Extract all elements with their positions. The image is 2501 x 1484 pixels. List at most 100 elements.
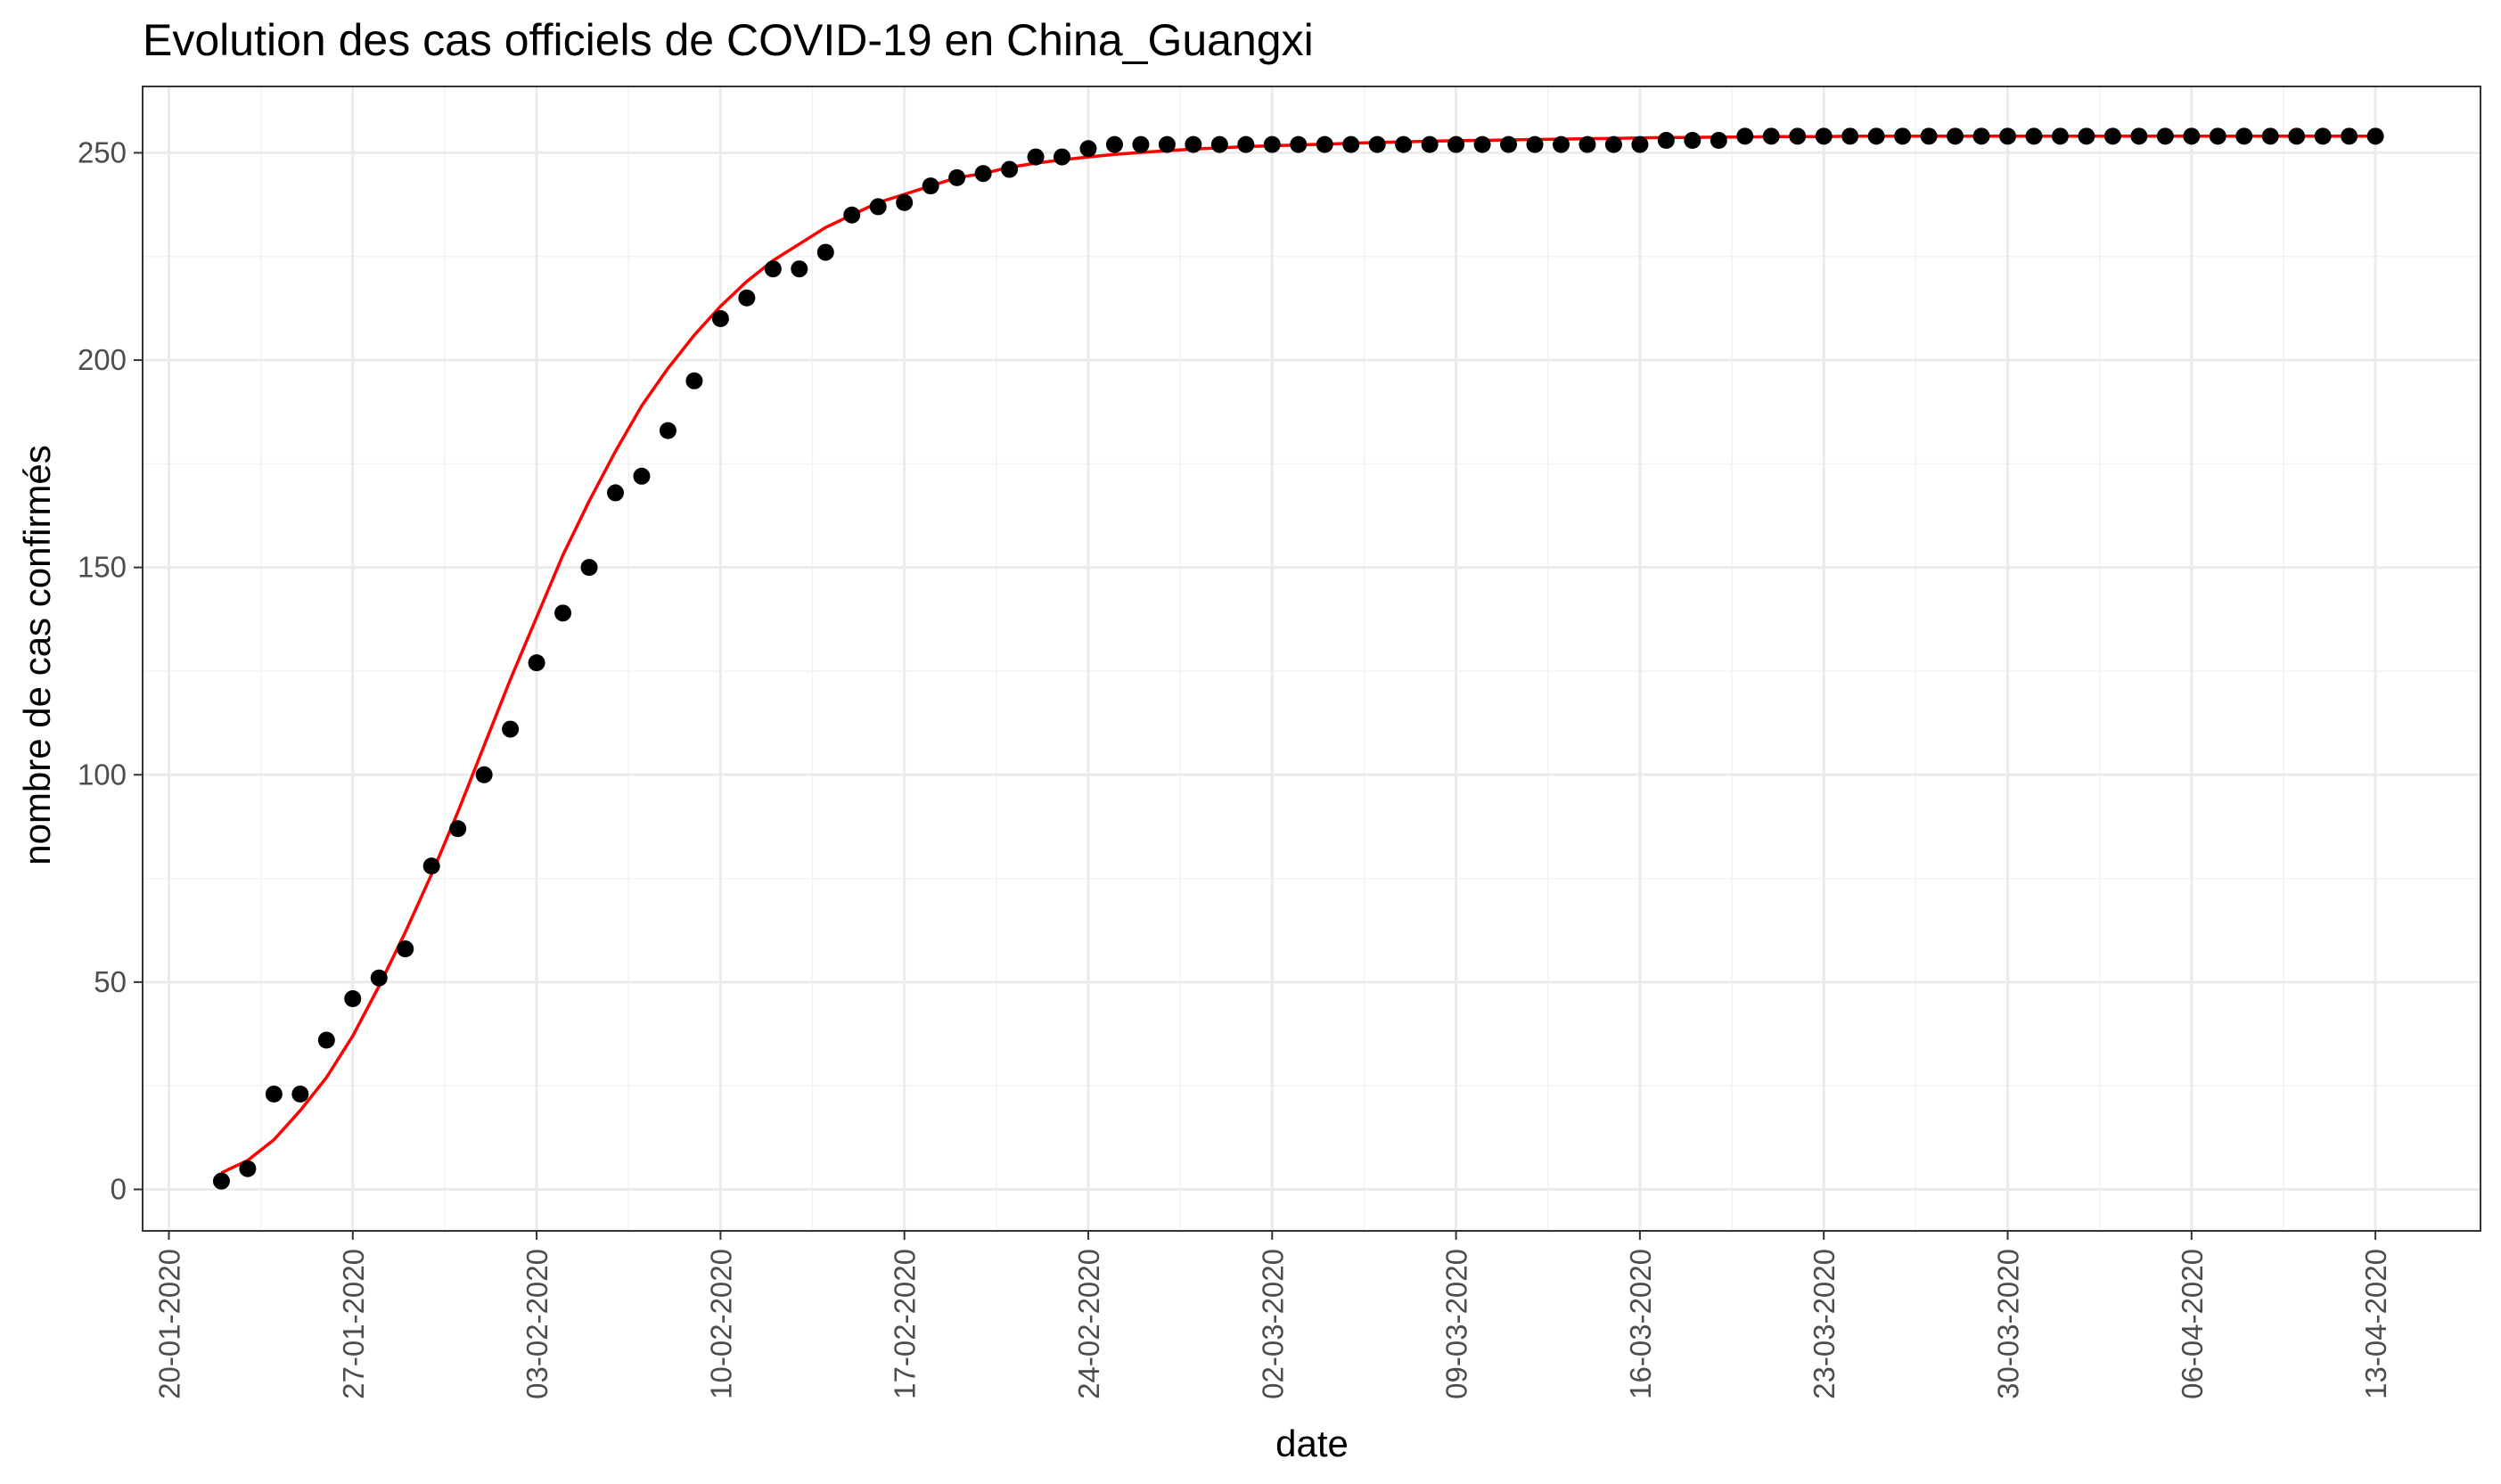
data-point xyxy=(1210,135,1228,153)
data-point xyxy=(317,1031,335,1049)
data-point xyxy=(528,654,545,672)
data-point xyxy=(2051,127,2069,145)
data-point xyxy=(1631,135,1649,153)
data-point xyxy=(1736,127,1754,145)
data-point xyxy=(948,168,966,186)
data-point xyxy=(922,177,939,195)
x-axis-title: date xyxy=(1275,1423,1349,1464)
data-point xyxy=(1316,135,1333,153)
y-tick-label: 150 xyxy=(78,551,127,584)
data-point xyxy=(449,820,467,838)
data-point xyxy=(974,165,992,183)
data-point xyxy=(1710,131,1727,149)
data-point xyxy=(1867,127,1885,145)
data-point xyxy=(2314,127,2332,145)
x-tick-label: 24-02-2020 xyxy=(1072,1249,1105,1399)
y-axis-title: nombre de cas confirmés xyxy=(16,445,58,865)
x-tick-label: 03-02-2020 xyxy=(521,1249,554,1399)
data-point xyxy=(1500,135,1518,153)
x-tick-label: 17-02-2020 xyxy=(889,1249,922,1399)
data-point xyxy=(1604,135,1622,153)
y-tick-label: 100 xyxy=(78,758,127,791)
data-point xyxy=(816,243,834,261)
data-point xyxy=(397,940,414,958)
data-point xyxy=(344,989,362,1007)
data-point xyxy=(1263,135,1281,153)
data-point xyxy=(1578,135,1596,153)
data-point xyxy=(2130,127,2148,145)
plot-panel-border xyxy=(142,86,2481,1232)
data-point xyxy=(580,559,598,577)
data-point xyxy=(1841,127,1859,145)
data-point xyxy=(2078,127,2095,145)
x-tick-label: 09-03-2020 xyxy=(1440,1249,1473,1399)
data-point xyxy=(1657,131,1675,149)
data-point xyxy=(502,720,520,738)
data-point xyxy=(1920,127,1938,145)
data-point xyxy=(1395,135,1413,153)
data-point xyxy=(2261,127,2279,145)
data-point xyxy=(212,1172,230,1190)
data-point xyxy=(738,289,756,307)
x-tick-label: 20-01-2020 xyxy=(153,1249,186,1399)
data-point xyxy=(2235,127,2253,145)
data-point xyxy=(2366,127,2384,145)
y-tick-label: 50 xyxy=(94,965,127,998)
data-point xyxy=(2209,127,2226,145)
data-point xyxy=(422,857,440,875)
data-point xyxy=(1368,135,1386,153)
data-point xyxy=(791,260,808,278)
data-point xyxy=(1684,131,1702,149)
data-point xyxy=(1237,135,1255,153)
data-point xyxy=(239,1160,257,1177)
x-tick-label: 23-03-2020 xyxy=(1808,1249,1841,1399)
data-point xyxy=(764,260,782,278)
y-tick-label: 0 xyxy=(111,1172,127,1205)
x-tick-label: 16-03-2020 xyxy=(1624,1249,1657,1399)
chart-title: Evolution des cas officiels de COVID-19 … xyxy=(143,15,1314,65)
data-point xyxy=(1027,148,1045,166)
data-point xyxy=(265,1085,283,1103)
data-point xyxy=(1762,127,1780,145)
x-tick-label: 10-02-2020 xyxy=(704,1249,737,1399)
data-point xyxy=(1185,135,1202,153)
data-point xyxy=(1894,127,1912,145)
x-tick-label: 02-03-2020 xyxy=(1256,1249,1289,1399)
x-tick-label: 13-04-2020 xyxy=(2359,1249,2392,1399)
data-point xyxy=(1972,127,1990,145)
data-point xyxy=(659,422,676,439)
data-point xyxy=(606,484,624,502)
data-point xyxy=(1447,135,1465,153)
data-point xyxy=(291,1085,309,1103)
data-point xyxy=(1552,135,1570,153)
data-point xyxy=(1526,135,1544,153)
data-point xyxy=(1054,148,1071,166)
x-tick-label: 06-04-2020 xyxy=(2176,1249,2209,1399)
data-point xyxy=(2341,127,2358,145)
data-point xyxy=(1999,127,2017,145)
data-point xyxy=(475,766,493,783)
x-tick-label: 30-03-2020 xyxy=(1992,1249,2025,1399)
data-point xyxy=(1815,127,1833,145)
data-point xyxy=(896,193,914,211)
data-point xyxy=(2288,127,2306,145)
data-point xyxy=(2103,127,2121,145)
data-point xyxy=(1342,135,1360,153)
data-point xyxy=(1789,127,1807,145)
data-point xyxy=(1473,135,1491,153)
y-tick-label: 250 xyxy=(78,135,127,168)
data-point xyxy=(1105,135,1123,153)
x-tick-label: 27-01-2020 xyxy=(337,1249,370,1399)
plot-area: 0 50 100 150 200 250 20-01-2020 27-01-2020 03-02… xyxy=(78,86,2481,1399)
data-point xyxy=(843,206,861,224)
data-point xyxy=(1421,135,1439,153)
y-tick-label: 200 xyxy=(78,343,127,376)
data-point xyxy=(2156,127,2174,145)
data-point xyxy=(554,604,572,622)
data-point xyxy=(2183,127,2201,145)
data-point xyxy=(2025,127,2043,145)
data-point xyxy=(633,467,651,485)
data-point xyxy=(685,372,703,389)
data-point xyxy=(1158,135,1176,153)
